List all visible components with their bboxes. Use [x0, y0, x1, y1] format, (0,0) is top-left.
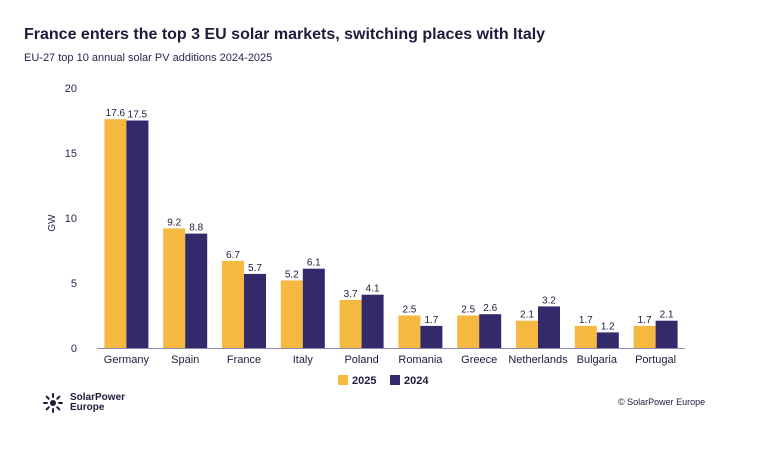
legend-label-2025: 2025	[352, 375, 376, 387]
data-label: 2.5	[461, 305, 475, 316]
x-tick-label: Romania	[398, 354, 443, 366]
data-label: 6.7	[226, 250, 240, 261]
y-tick-label: 5	[71, 278, 77, 290]
bar-2024-france	[244, 273, 266, 348]
data-label: 17.5	[128, 110, 148, 121]
bar-2024-germany	[126, 120, 149, 348]
legend-label-2024: 2024	[404, 375, 429, 387]
bar-2024-romania	[420, 325, 443, 348]
y-tick-label: 0	[71, 343, 77, 355]
data-label: 5.2	[285, 269, 299, 280]
y-axis: 0 5 10 15 20 GW	[47, 83, 77, 355]
chart-subtitle: EU-27 top 10 annual solar PV additions 2…	[24, 52, 273, 64]
bar-2025-poland	[339, 299, 362, 348]
bar-2025-portugal	[633, 325, 656, 348]
x-tick-label: Spain	[171, 354, 199, 366]
logo-text: SolarPower Europe	[70, 392, 126, 413]
data-label: 3.7	[344, 289, 358, 300]
data-label: 2.5	[402, 305, 416, 316]
data-label: 1.7	[638, 315, 652, 326]
legend-swatch-2024	[390, 375, 400, 385]
bar-2025-netherlands	[516, 320, 538, 348]
bar-2024-netherlands	[538, 306, 560, 348]
bar-2025-italy	[280, 280, 303, 348]
data-label: 17.6	[106, 108, 126, 119]
y-tick-label: 20	[65, 83, 77, 95]
legend: 2025 2024	[338, 375, 429, 387]
data-label: 8.8	[189, 223, 203, 234]
bar-2025-france	[222, 260, 244, 348]
bar-2025-romania	[398, 315, 421, 348]
bar-2025-greece	[457, 315, 480, 348]
copyright: © SolarPower Europe	[618, 397, 706, 407]
x-tick-label: Bulgaria	[577, 354, 618, 366]
data-label: 3.2	[542, 295, 556, 306]
x-tick-label: France	[227, 354, 261, 366]
x-tick-label: Germany	[104, 354, 150, 366]
data-label: 9.2	[167, 217, 181, 228]
x-tick-label: Italy	[293, 354, 314, 366]
data-label: 5.7	[248, 263, 262, 274]
bar-2024-bulgaria	[596, 332, 619, 348]
x-tick-label: Portugal	[635, 354, 676, 366]
data-label: 4.1	[366, 284, 380, 295]
legend-swatch-2025	[338, 375, 348, 385]
x-tick-label: Netherlands	[508, 354, 568, 366]
data-label: 1.7	[424, 315, 438, 326]
bar-2024-poland	[361, 294, 384, 348]
y-axis-label: GW	[47, 214, 58, 232]
data-label: 6.1	[307, 258, 321, 269]
y-tick-label: 10	[65, 213, 77, 225]
data-label: 2.1	[520, 310, 534, 321]
bar-2025-bulgaria	[574, 325, 597, 348]
y-tick-label: 15	[65, 148, 77, 160]
x-tick-label: Poland	[344, 354, 378, 366]
data-label: 1.2	[601, 321, 615, 332]
x-tick-label: Greece	[461, 354, 497, 366]
sun-icon	[43, 393, 63, 413]
bars: 17.6 17.5 9.2 8.8 6.7 5.7 5.2 6.1 3.7 4.1 2.5 1.7 2.…	[104, 108, 678, 348]
data-label: 2.1	[660, 310, 674, 321]
bar-2024-greece	[479, 314, 502, 348]
x-axis: Germany Spain France Italy Poland Romania Gree…	[97, 348, 685, 366]
bar-2024-spain	[185, 233, 208, 348]
chart-title: France enters the top 3 EU solar markets…	[24, 26, 546, 43]
logo: SolarPower Europe	[42, 392, 140, 414]
bar-2025-germany	[104, 119, 127, 348]
bar-2024-portugal	[655, 320, 678, 348]
bar-2025-spain	[163, 228, 186, 348]
data-label: 1.7	[579, 315, 593, 326]
data-label: 2.6	[483, 303, 497, 314]
bar-2024-italy	[302, 268, 325, 348]
